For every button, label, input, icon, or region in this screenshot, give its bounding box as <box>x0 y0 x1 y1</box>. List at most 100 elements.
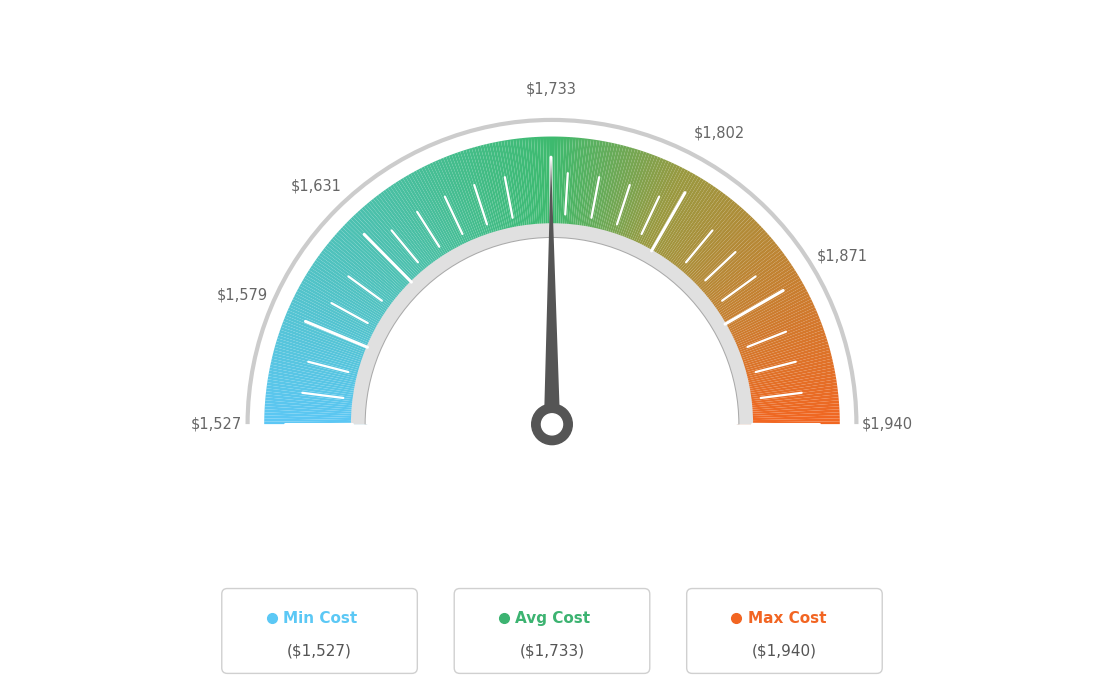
Wedge shape <box>270 362 372 386</box>
Wedge shape <box>325 246 407 311</box>
Wedge shape <box>344 223 421 297</box>
Wedge shape <box>495 141 518 244</box>
Wedge shape <box>583 141 603 243</box>
Wedge shape <box>522 138 534 241</box>
Wedge shape <box>578 139 597 242</box>
Wedge shape <box>602 147 633 247</box>
Wedge shape <box>294 294 388 342</box>
Wedge shape <box>718 299 813 346</box>
Wedge shape <box>269 368 371 390</box>
Wedge shape <box>291 299 386 346</box>
Wedge shape <box>615 154 652 251</box>
Wedge shape <box>484 144 510 245</box>
Wedge shape <box>429 163 475 257</box>
Wedge shape <box>686 225 762 298</box>
Wedge shape <box>277 335 376 369</box>
Wedge shape <box>322 248 406 313</box>
Wedge shape <box>735 391 838 405</box>
Wedge shape <box>665 197 731 279</box>
Wedge shape <box>265 409 368 417</box>
Wedge shape <box>585 141 606 243</box>
Wedge shape <box>704 263 792 322</box>
Wedge shape <box>736 413 840 419</box>
Wedge shape <box>633 165 680 259</box>
Wedge shape <box>730 347 830 377</box>
Wedge shape <box>280 327 379 364</box>
Wedge shape <box>586 141 609 244</box>
Wedge shape <box>660 192 723 276</box>
Wedge shape <box>694 241 776 308</box>
Wedge shape <box>710 275 799 331</box>
Wedge shape <box>272 359 372 384</box>
Wedge shape <box>611 152 647 250</box>
Wedge shape <box>265 400 368 411</box>
Wedge shape <box>645 175 699 266</box>
Wedge shape <box>677 213 749 290</box>
Text: ($1,733): ($1,733) <box>520 644 584 659</box>
Wedge shape <box>498 141 519 243</box>
Wedge shape <box>734 382 837 400</box>
Wedge shape <box>408 174 461 264</box>
Wedge shape <box>449 155 488 252</box>
Wedge shape <box>378 193 442 277</box>
Wedge shape <box>643 174 696 264</box>
Wedge shape <box>342 225 418 298</box>
Wedge shape <box>562 137 570 240</box>
Wedge shape <box>581 140 599 242</box>
Wedge shape <box>209 424 895 690</box>
Wedge shape <box>736 403 839 413</box>
Wedge shape <box>560 137 567 240</box>
Wedge shape <box>293 297 386 344</box>
Text: Avg Cost: Avg Cost <box>516 611 591 626</box>
Text: $1,871: $1,871 <box>817 248 868 264</box>
Wedge shape <box>492 142 516 244</box>
Wedge shape <box>369 201 436 282</box>
Wedge shape <box>698 248 782 313</box>
Wedge shape <box>405 175 459 266</box>
Wedge shape <box>599 146 629 246</box>
Wedge shape <box>634 166 682 260</box>
Wedge shape <box>298 286 391 337</box>
Wedge shape <box>297 288 390 339</box>
Wedge shape <box>365 238 739 424</box>
Wedge shape <box>649 179 707 268</box>
Wedge shape <box>296 291 389 341</box>
Wedge shape <box>720 304 815 349</box>
Wedge shape <box>507 139 526 242</box>
Wedge shape <box>718 297 811 344</box>
Wedge shape <box>422 166 470 260</box>
Wedge shape <box>723 318 820 358</box>
Wedge shape <box>732 362 834 386</box>
Wedge shape <box>489 143 513 244</box>
FancyBboxPatch shape <box>222 589 417 673</box>
Wedge shape <box>332 236 412 305</box>
Wedge shape <box>735 394 839 407</box>
Wedge shape <box>264 418 368 422</box>
Wedge shape <box>715 291 808 341</box>
Wedge shape <box>463 150 497 249</box>
Wedge shape <box>683 223 760 297</box>
Wedge shape <box>734 380 837 397</box>
Wedge shape <box>702 257 788 319</box>
Wedge shape <box>534 137 542 240</box>
Wedge shape <box>528 137 539 241</box>
Wedge shape <box>680 217 753 293</box>
Wedge shape <box>305 275 394 331</box>
Wedge shape <box>460 150 495 250</box>
Wedge shape <box>273 350 374 378</box>
Wedge shape <box>620 157 661 253</box>
Wedge shape <box>707 268 795 326</box>
Wedge shape <box>272 355 373 382</box>
Wedge shape <box>646 177 701 266</box>
Wedge shape <box>327 243 408 310</box>
Wedge shape <box>714 288 807 339</box>
Wedge shape <box>708 270 797 327</box>
Wedge shape <box>360 208 429 287</box>
Wedge shape <box>558 137 564 240</box>
Text: $1,631: $1,631 <box>290 178 341 193</box>
Wedge shape <box>575 139 591 241</box>
Wedge shape <box>700 253 785 316</box>
Wedge shape <box>432 161 477 257</box>
Wedge shape <box>513 139 529 241</box>
Wedge shape <box>371 199 437 281</box>
